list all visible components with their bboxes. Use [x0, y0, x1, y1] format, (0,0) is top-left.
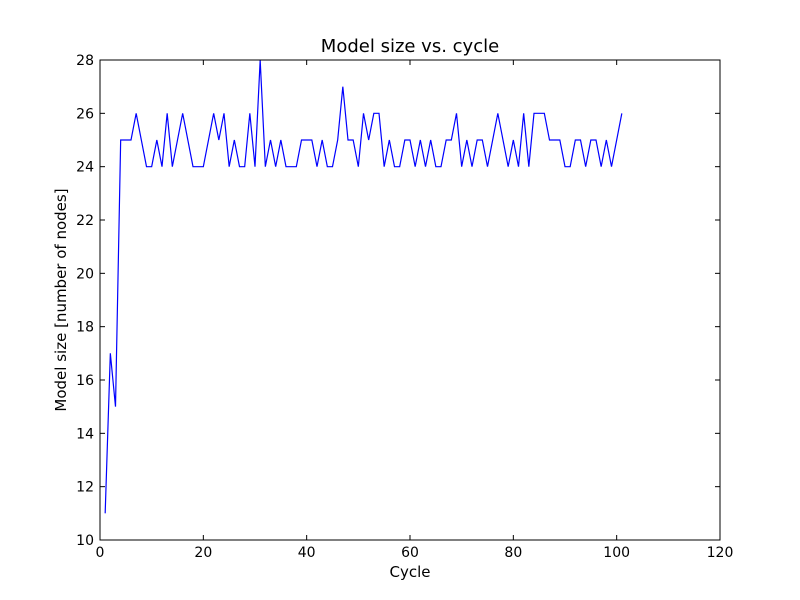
x-tick-label: 120: [707, 545, 734, 561]
y-tick-label: 16: [76, 373, 94, 389]
x-tick-label: 20: [194, 545, 212, 561]
x-axis-ticks: 0 20 40 60 80 100 120: [96, 60, 734, 561]
y-tick-label: 18: [76, 320, 94, 336]
y-tick-label: 22: [76, 213, 94, 229]
y-tick-label: 20: [76, 266, 94, 282]
y-axis-label: Model size [number of nodes]: [52, 188, 70, 411]
y-tick-label: 24: [76, 160, 94, 176]
x-tick-label: 40: [298, 545, 316, 561]
y-tick-label: 10: [76, 533, 94, 549]
x-tick-label: 0: [96, 545, 105, 561]
plot-background: [100, 60, 720, 540]
x-tick-label: 80: [504, 545, 522, 561]
y-tick-label: 26: [76, 106, 94, 122]
x-axis-label: Cycle: [390, 563, 431, 581]
series-line: [104, 59, 623, 514]
y-tick-label: 28: [76, 53, 94, 69]
x-tick-label: 60: [401, 545, 419, 561]
plot-frame: [99, 59, 721, 541]
chart-title: Model size vs. cycle: [321, 36, 499, 57]
x-tick-label: 100: [603, 545, 630, 561]
series-layer: [104, 59, 623, 514]
y-tick-label: 12: [76, 480, 94, 496]
y-tick-label: 14: [76, 426, 94, 442]
y-axis-ticks: 10 12 14 16 18 20 22 24 26 28: [76, 53, 720, 549]
